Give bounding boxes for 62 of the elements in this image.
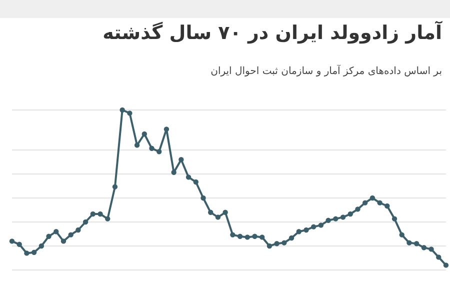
point bbox=[9, 238, 15, 244]
point bbox=[282, 240, 287, 246]
point bbox=[340, 214, 346, 220]
point bbox=[120, 107, 125, 113]
point bbox=[76, 227, 81, 233]
point bbox=[392, 216, 398, 222]
point bbox=[421, 245, 427, 250]
point bbox=[348, 211, 353, 217]
point bbox=[186, 174, 192, 180]
point bbox=[156, 149, 162, 154]
point bbox=[428, 246, 434, 252]
point bbox=[112, 184, 118, 190]
point bbox=[260, 234, 265, 240]
point bbox=[274, 241, 280, 246]
point bbox=[60, 238, 66, 244]
point bbox=[436, 254, 442, 260]
point bbox=[252, 234, 258, 239]
point bbox=[171, 170, 176, 175]
chart-subtitle: بر اساس داده‌های مرکز آمار و سازمان ثبت احوال ایران bbox=[210, 66, 442, 77]
point bbox=[105, 216, 110, 222]
point bbox=[149, 146, 154, 151]
point bbox=[215, 214, 221, 220]
point bbox=[296, 229, 302, 234]
point bbox=[237, 234, 243, 239]
point bbox=[90, 211, 96, 217]
point bbox=[68, 232, 74, 238]
point bbox=[318, 222, 324, 228]
point bbox=[200, 195, 206, 201]
point bbox=[266, 243, 272, 249]
point bbox=[355, 206, 360, 212]
point bbox=[443, 262, 449, 268]
point bbox=[304, 227, 309, 233]
point bbox=[54, 229, 59, 234]
point bbox=[326, 218, 331, 223]
chart-title: آمار زادوولد ایران در ۷۰ سال گذشته bbox=[102, 22, 442, 44]
point bbox=[333, 216, 338, 222]
point bbox=[288, 235, 294, 241]
point bbox=[222, 210, 228, 215]
point bbox=[370, 195, 376, 201]
point bbox=[134, 142, 140, 148]
point bbox=[38, 243, 44, 249]
point bbox=[310, 224, 316, 230]
point bbox=[384, 203, 390, 209]
point bbox=[362, 200, 368, 206]
point bbox=[31, 250, 37, 255]
point bbox=[82, 219, 88, 225]
point bbox=[406, 240, 412, 246]
point bbox=[24, 250, 30, 256]
point bbox=[244, 234, 250, 240]
point bbox=[164, 126, 170, 132]
point bbox=[127, 110, 132, 116]
point bbox=[193, 179, 198, 185]
point bbox=[46, 234, 52, 239]
point bbox=[414, 241, 420, 246]
point bbox=[208, 210, 214, 215]
point bbox=[142, 131, 148, 137]
point bbox=[399, 232, 404, 238]
point bbox=[230, 232, 236, 238]
point bbox=[16, 242, 22, 247]
point bbox=[178, 157, 184, 162]
point bbox=[377, 200, 382, 206]
point bbox=[98, 211, 103, 217]
